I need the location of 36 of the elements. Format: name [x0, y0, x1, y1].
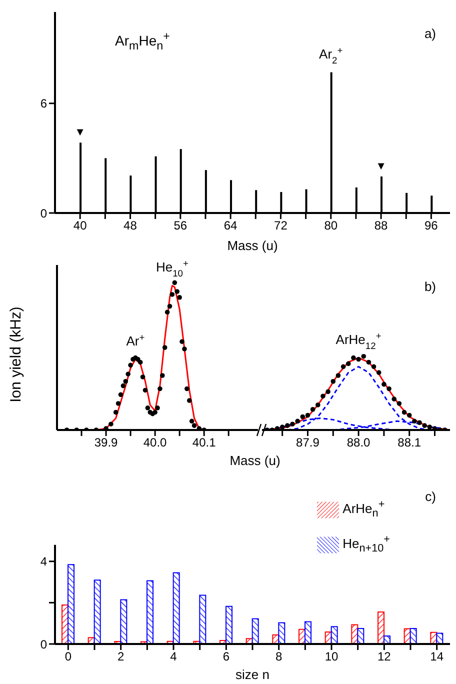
- x-tick-label: 12: [377, 650, 392, 664]
- text: b): [424, 279, 436, 294]
- annotation: Ar$^{+}$: [126, 332, 145, 348]
- x-axis-title: Mass (u): [228, 453, 282, 468]
- y-tick-label: 6: [40, 96, 48, 111]
- text: c): [425, 489, 436, 504]
- annotation: a): [424, 26, 436, 41]
- x-tick-label: 72: [274, 218, 288, 233]
- x-tick-label: 39.9: [94, 436, 118, 450]
- x-tick-label: 2: [117, 650, 124, 664]
- x-tick-label: 8: [275, 650, 282, 664]
- x-tick-label: 80: [324, 218, 338, 233]
- x-tick-label: 88.0: [346, 436, 371, 450]
- y-axis-title: Ion yield (kHz): [8, 306, 24, 403]
- y-tick-label: 4: [40, 554, 48, 569]
- x-tick-label: 88: [374, 218, 388, 233]
- x-tick-label: 87.9: [296, 436, 320, 450]
- annotation: ▼: [376, 160, 386, 172]
- x-tick-label: 0: [64, 650, 72, 664]
- x-axis-title: Mass (u): [226, 238, 279, 253]
- x-tick-label: 64: [224, 218, 238, 233]
- x-tick-label: 88.1: [398, 436, 422, 450]
- x-tick-label: 6: [222, 650, 230, 664]
- x-axis-title: size n: [234, 667, 270, 682]
- x-tick-label: 48: [124, 218, 138, 233]
- y-tick-label: 0: [40, 637, 48, 652]
- x-tick-label: 56: [174, 218, 188, 233]
- x-tick-label: 96: [424, 218, 438, 233]
- y-tick-label: 0: [40, 206, 48, 220]
- x-tick-label: 4: [170, 650, 178, 664]
- x-tick-label: 40.0: [143, 436, 168, 450]
- annotation: ▼: [74, 126, 86, 139]
- x-tick-label: 40.1: [192, 436, 216, 450]
- x-tick-label: 40: [73, 218, 88, 233]
- x-tick-label: 10: [324, 650, 338, 664]
- x-tick-label: 14: [430, 650, 444, 664]
